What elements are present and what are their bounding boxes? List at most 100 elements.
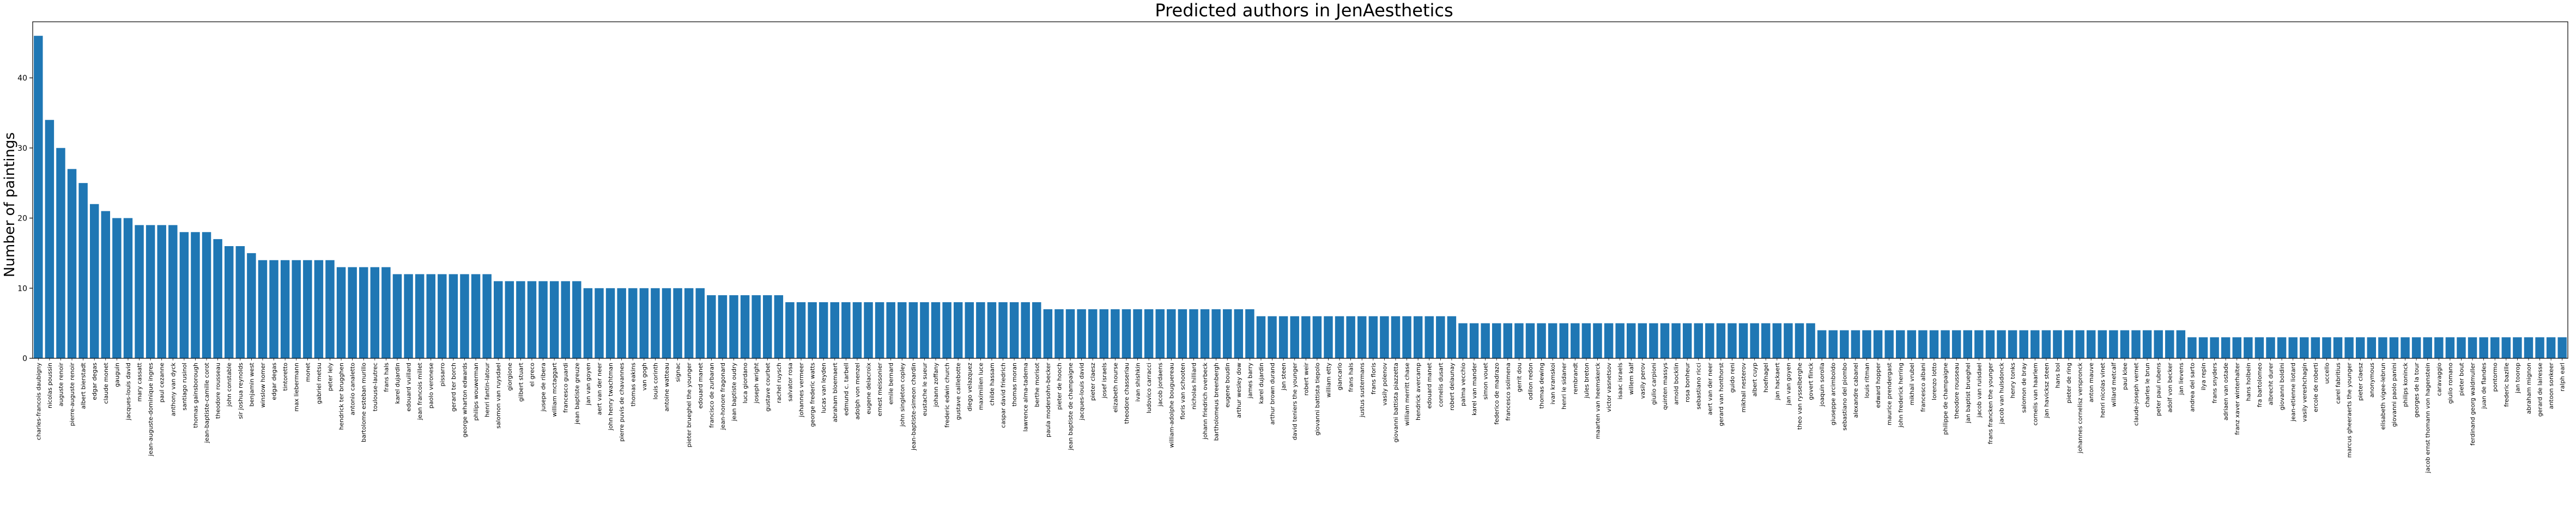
x-tick-label: pieter de hooch: [1056, 363, 1063, 410]
x-tick-label: andrea del sarto: [2189, 363, 2196, 412]
x-tick-label: robert weir: [1302, 363, 1310, 396]
x-tick-label: bartholomeus breenbergh: [1213, 363, 1220, 441]
bar: [392, 274, 402, 358]
bar: [213, 239, 222, 359]
bar: [1918, 330, 1928, 358]
x-tick-label: jacob jordaens: [1157, 363, 1164, 407]
x-tick-label: giulio carpioni: [1650, 363, 1657, 405]
x-tick-label: frederic bazille: [2503, 363, 2510, 407]
bar: [538, 281, 548, 359]
bar: [1873, 330, 1883, 358]
bar: [673, 288, 682, 358]
bar: [112, 218, 122, 358]
x-tick-label: sebastiano ricci: [1695, 363, 1702, 409]
x-tick-label: jules breton: [1583, 363, 1590, 399]
bar: [1840, 330, 1849, 358]
x-tick-label: james barry: [1246, 363, 1253, 399]
bar: [605, 288, 615, 358]
x-tick-label: joseph wright: [753, 362, 760, 403]
bar: [448, 274, 458, 358]
bar: [976, 302, 985, 358]
bar: [953, 302, 963, 358]
bar: [2053, 330, 2062, 358]
x-tick-label: toulouse-lautrec: [372, 363, 379, 411]
bar: [1335, 316, 1344, 358]
x-tick-label: ercole de roberti: [2312, 363, 2319, 412]
x-tick-label: aert van der neer: [1706, 363, 1713, 415]
bar: [740, 295, 750, 359]
x-tick-label: eugene boudin: [1224, 363, 1231, 407]
y-ticks-group: 0 10 20 30 40: [17, 74, 33, 363]
x-tick-label: hans bol: [2054, 363, 2061, 388]
bar: [1200, 309, 1210, 359]
bar: [247, 253, 256, 359]
x-tick-label: pieter claesz: [2357, 363, 2364, 401]
x-tick-label: theodore rousseau: [1953, 363, 1960, 419]
x-tick-label: edouard manet: [1426, 362, 1433, 408]
x-tick-label: fra bartolomeo: [2256, 363, 2263, 407]
bar: [1436, 316, 1445, 358]
bar: [1772, 323, 1782, 359]
x-tick-label: thomas eakins: [629, 363, 637, 407]
x-tick-label: pierre puvis de chavannes: [619, 363, 626, 442]
x-tick-label: johann friedrich overbeck: [1202, 362, 1209, 440]
x-tick-label: lorenzo lotto: [1931, 363, 1938, 400]
x-tick-label: albrecht durer: [2268, 363, 2275, 406]
bar: [404, 274, 413, 358]
x-tick-label: edmund c. tarbell: [842, 363, 850, 415]
bar: [1481, 323, 1490, 359]
bar: [1211, 309, 1221, 359]
x-tick-label: robert delaunay: [1448, 363, 1456, 411]
bar: [1963, 330, 1972, 358]
bar: [2187, 337, 2197, 359]
bar: [1615, 323, 1625, 359]
bar: [101, 211, 111, 359]
x-tick-label: abraham mignon: [2525, 363, 2532, 414]
bar: [359, 267, 368, 359]
bars-group: [34, 35, 2567, 359]
x-tick-label: arthur brown durand: [1269, 363, 1276, 425]
x-tick-label: isaac israels: [1617, 363, 1624, 400]
x-tick-label: elizabeth nourse: [1112, 363, 1119, 413]
bar: [1627, 323, 1636, 359]
bar: [2244, 337, 2253, 359]
x-tick-label: cornelis van haarlem: [2032, 363, 2039, 425]
bar: [426, 274, 435, 358]
x-tick-label: uccello: [2323, 363, 2330, 384]
x-tick-label: alexandre cabanel: [1852, 363, 1859, 418]
x-tick-label: palma vecchio: [1459, 363, 1466, 406]
bar: [1907, 330, 1917, 358]
x-tick-label: caravaggio: [2435, 363, 2442, 396]
bar: [1784, 323, 1793, 359]
bar: [2490, 337, 2500, 359]
bar: [56, 148, 65, 358]
x-tick-label: gustave courbet: [764, 362, 771, 412]
bar: [1571, 323, 1580, 359]
bar: [1458, 323, 1468, 359]
bar: [1682, 323, 1692, 359]
y-axis-label: Number of paintings: [2, 132, 18, 277]
bar: [235, 246, 245, 358]
x-tick-label: van gogh: [641, 363, 648, 390]
x-tick-label: salvator rosa: [786, 363, 793, 401]
bar: [1301, 316, 1311, 358]
x-tick-label: jean-honore fragonard: [719, 363, 726, 430]
bar: [1638, 323, 1647, 359]
x-tick-label: monet: [304, 362, 311, 382]
x-tick-label: vasily vereshchagin: [2301, 363, 2308, 422]
bar: [898, 302, 907, 358]
bar: [1065, 309, 1075, 359]
x-tick-label: gerard van honthorst: [1718, 362, 1725, 426]
x-tick-label: max liebermann: [293, 363, 300, 412]
bar: [1537, 323, 1546, 359]
x-tick-label: jean-baptiste-camille corot: [203, 362, 210, 443]
x-tick-label: jean-baptiste-simeon chardin: [910, 363, 917, 451]
x-tick-label: santiago rusinol: [181, 363, 188, 411]
x-tick-label: willem kalf: [1628, 362, 1635, 395]
bar: [1997, 330, 2006, 358]
x-tick-label: edgar degas: [271, 363, 278, 400]
bar: [931, 302, 941, 358]
x-tick-label: william-adolphe bouguereau: [1168, 363, 1175, 448]
x-tick-label: henry tonks: [2009, 363, 2016, 399]
bar: [224, 246, 234, 358]
